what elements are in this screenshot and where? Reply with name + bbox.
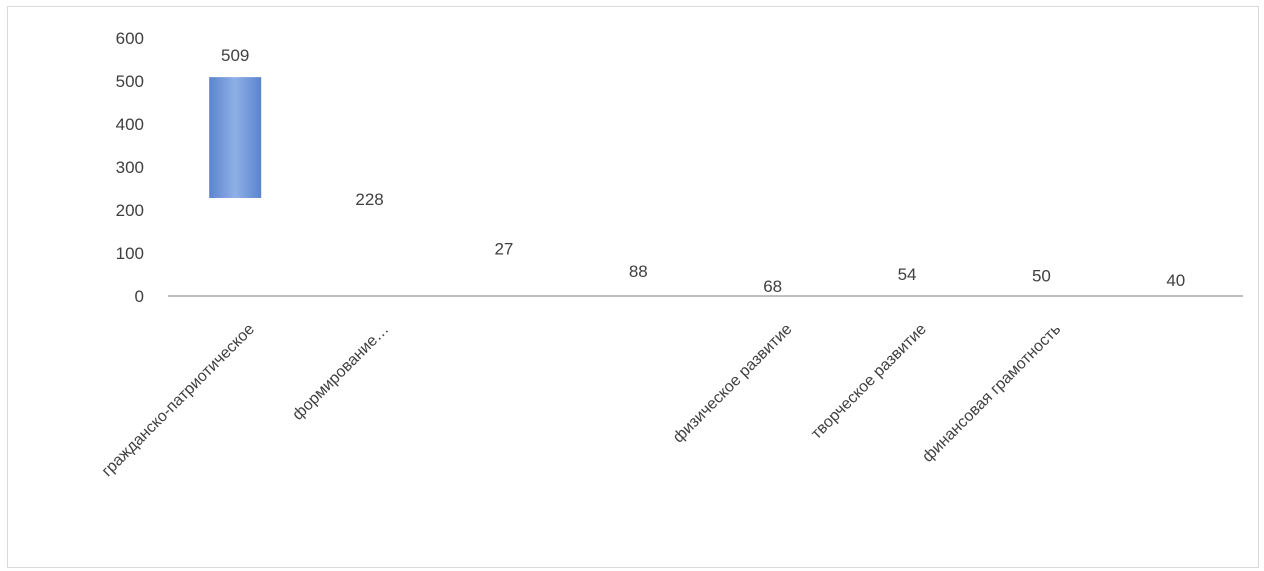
category-label: гражданско-патриотическое	[99, 321, 258, 480]
y-axis-ticks: 0 100 200 300 400 500 600	[116, 29, 144, 306]
y-tick-label: 0	[135, 287, 144, 306]
category-label: формирование…	[289, 321, 392, 424]
data-labels: 509 228 27 88 68 54 50 40	[221, 46, 1185, 296]
y-tick-label: 200	[116, 201, 144, 220]
y-tick-label: 600	[116, 29, 144, 48]
category-label: физическое развитие	[670, 321, 796, 447]
data-label: 27	[494, 239, 513, 258]
category-label: творческое развитие	[808, 321, 930, 443]
data-label: 88	[629, 262, 648, 281]
data-label: 40	[1166, 271, 1185, 290]
category-labels: гражданско-патриотическое формирование… фи…	[99, 321, 1065, 480]
data-label: 509	[221, 46, 249, 65]
data-label: 228	[355, 190, 383, 209]
data-label: 68	[763, 277, 782, 296]
y-tick-label: 500	[116, 72, 144, 91]
bars	[209, 77, 262, 198]
y-tick-label: 400	[116, 115, 144, 134]
data-label: 50	[1032, 267, 1051, 286]
category-label: финансовая грамотность	[919, 321, 1064, 466]
y-tick-label: 100	[116, 244, 144, 263]
y-tick-label: 300	[116, 158, 144, 177]
data-label: 54	[898, 265, 917, 284]
bar	[209, 77, 262, 198]
